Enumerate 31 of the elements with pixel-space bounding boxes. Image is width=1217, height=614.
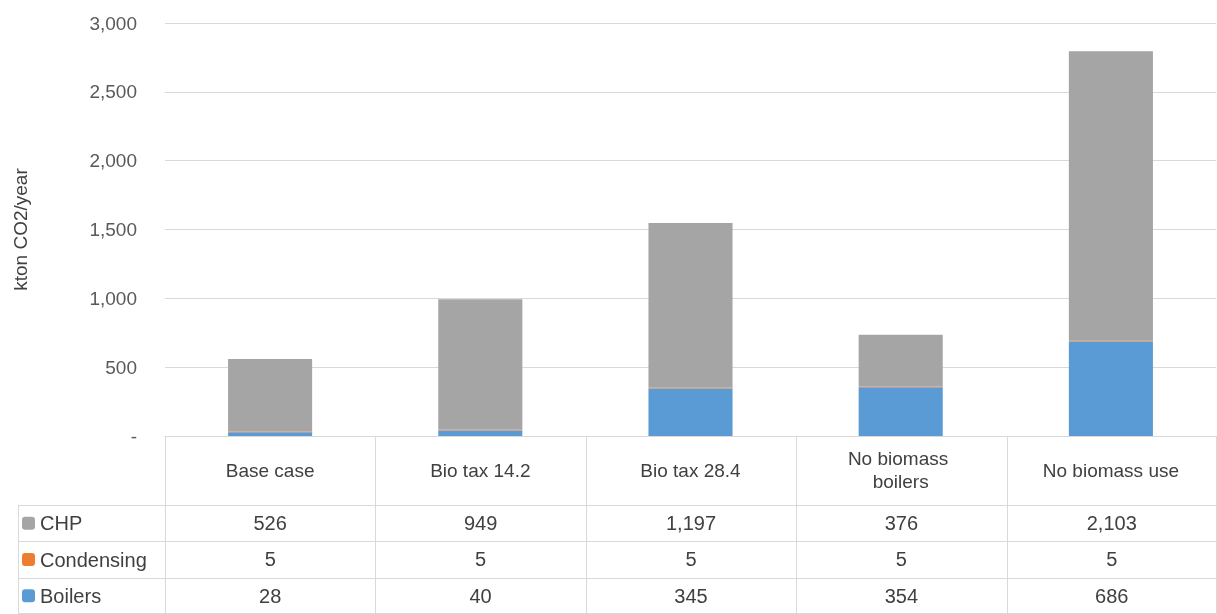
data-label: 354	[883, 583, 920, 609]
y-tick-label: 500	[105, 356, 137, 378]
y-tick-label: -	[130, 425, 137, 447]
x-tick-label: Bio tax 14.2	[430, 459, 531, 481]
data-label: 5	[263, 547, 277, 573]
y-tick-label: 3,000	[89, 12, 137, 34]
legend-label: Condensing	[40, 548, 147, 571]
data-label: 526	[252, 511, 288, 537]
data-label: 376	[883, 511, 920, 537]
data-label: 686	[1094, 583, 1130, 609]
legend-label: CHP	[40, 512, 83, 535]
data-label: 5	[894, 547, 908, 573]
y-axis-title: kton CO2/year	[10, 167, 31, 291]
legend-label: Boilers	[40, 584, 102, 607]
y-tick-label: 1,000	[89, 287, 137, 309]
x-tick-label: No biomass use	[1042, 459, 1180, 481]
data-label: 2,103	[1085, 511, 1138, 537]
data-label: 5	[1105, 547, 1119, 573]
y-tick-label: 2,500	[89, 81, 137, 103]
data-label: 28	[258, 583, 283, 609]
data-label: 5	[474, 547, 488, 573]
data-label: 949	[462, 511, 499, 537]
data-label: 40	[468, 583, 493, 609]
x-tick-label: Bio tax 28.4	[640, 459, 742, 481]
x-tick-label: Base case	[225, 459, 315, 481]
data-label: 345	[673, 583, 709, 609]
y-tick-label: 2,000	[89, 150, 137, 172]
y-tick-label: 1,500	[89, 219, 137, 240]
data-label: 5	[684, 547, 698, 573]
data-label: 1,197	[664, 511, 717, 537]
x-tick-label: No biomass boilers	[847, 448, 954, 492]
